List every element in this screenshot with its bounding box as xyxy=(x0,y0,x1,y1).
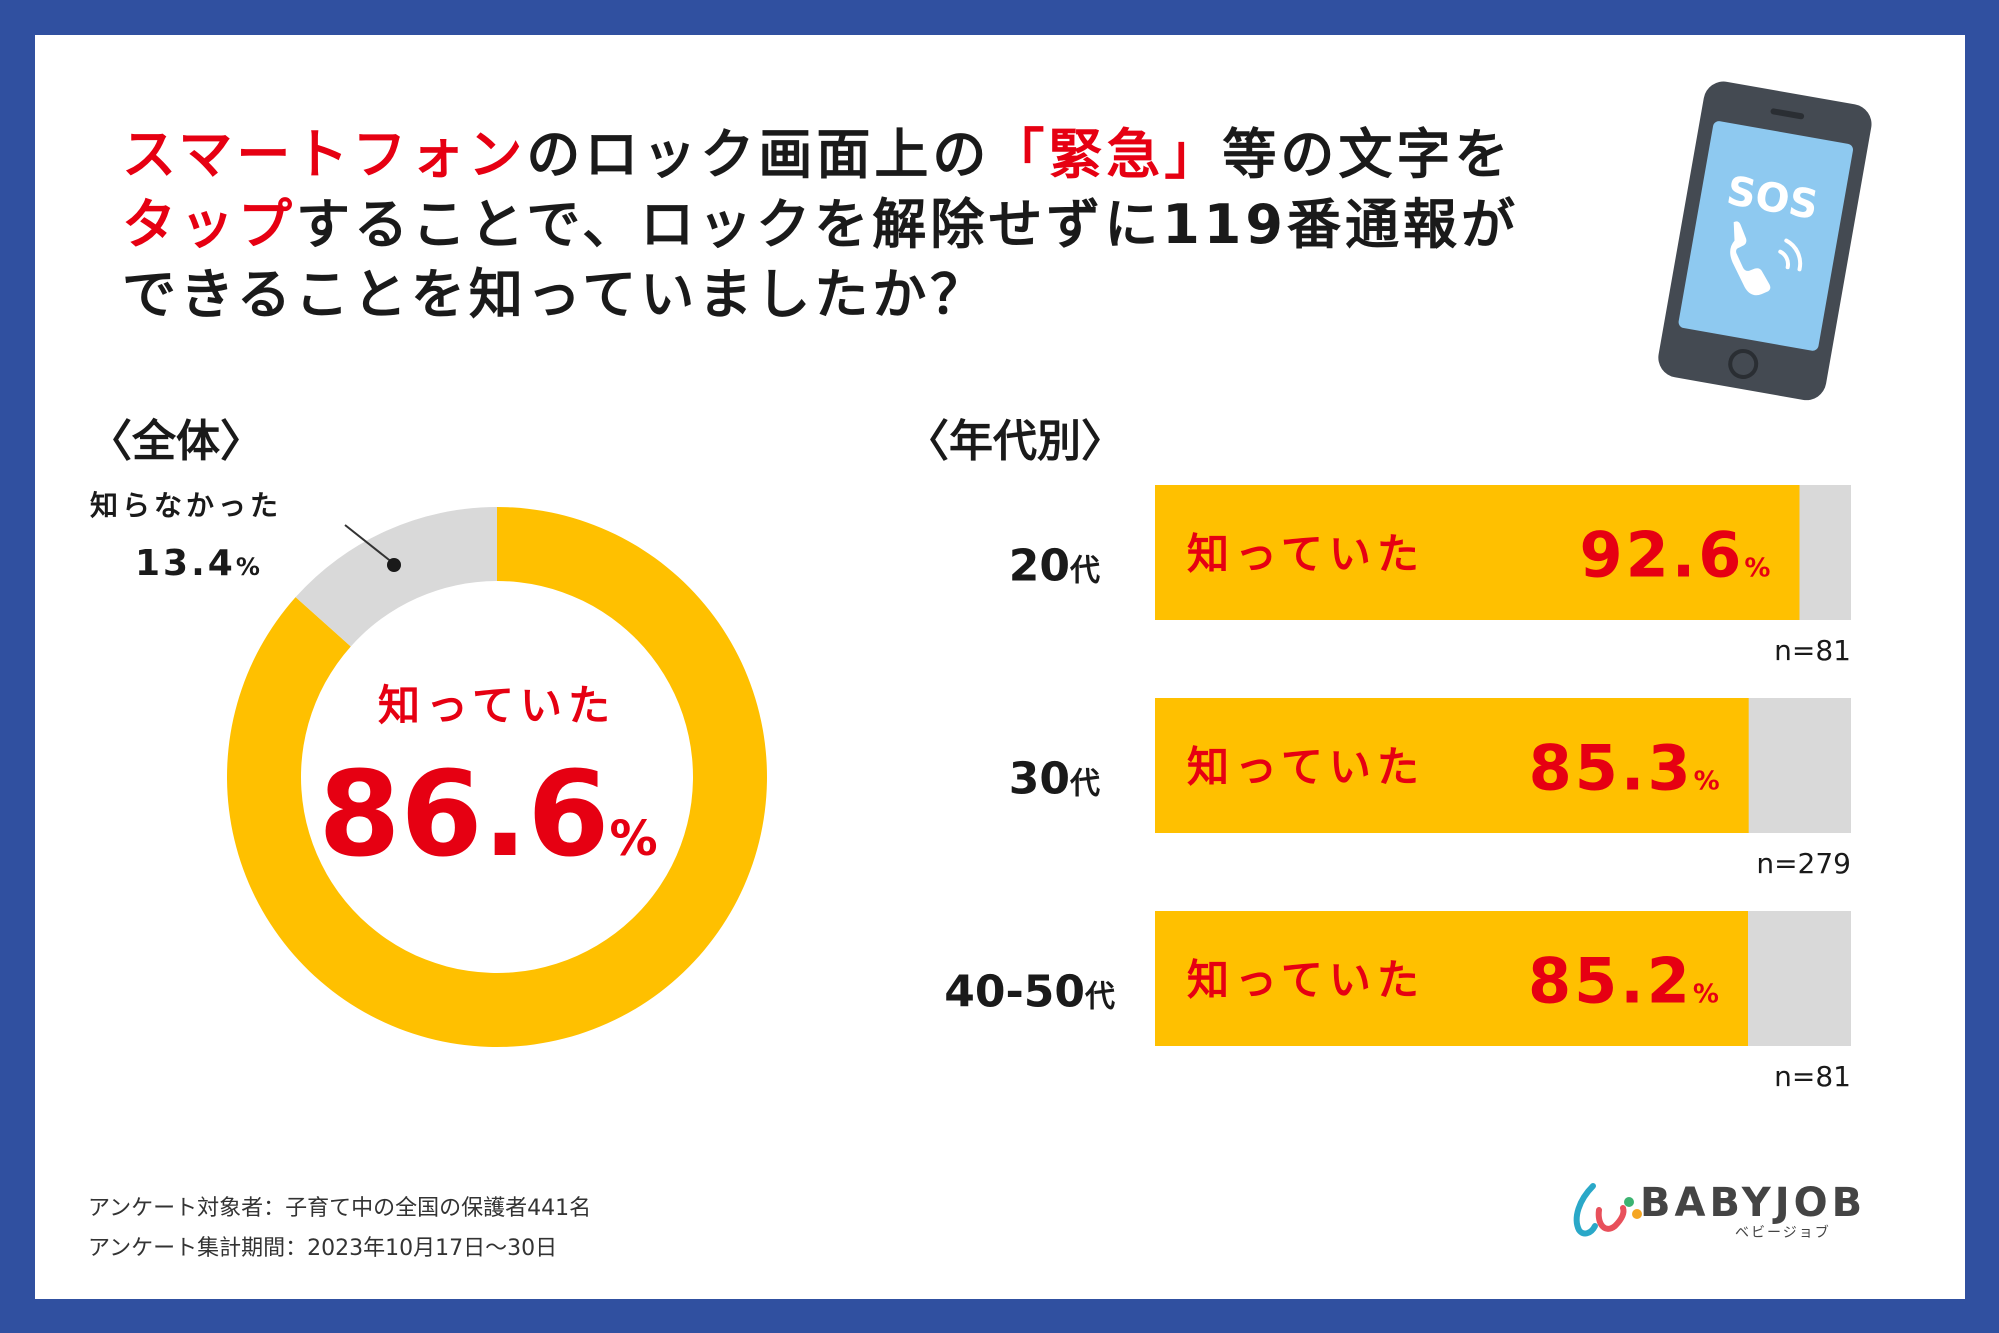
bar-value-label-1: 85.3% xyxy=(1529,732,1723,805)
bar-value-number-2: 85.2 xyxy=(1528,945,1693,1018)
category-label-number-0: 20 xyxy=(1009,541,1070,592)
category-label-unit-1: 代 xyxy=(1069,767,1100,802)
bar-value-label-2: 85.2% xyxy=(1528,945,1722,1018)
survey-target-note: アンケート対象者：子育て中の全国の保護者441名 xyxy=(88,1190,591,1222)
logo-stroke-red xyxy=(1599,1208,1624,1229)
bar-value-unit-2: % xyxy=(1693,980,1722,1010)
age-bar-chart: 20代 知っていた 92.6%n=8130代 知っていた 85.3%n=27940-50… xyxy=(0,0,1999,1333)
category-label-2: 40-50代 xyxy=(944,967,1115,1018)
bar-value-label-0: 92.6% xyxy=(1579,519,1773,592)
sample-size-1: n=279 xyxy=(1756,847,1851,880)
babyjob-logo-text: BABYJOB xyxy=(1640,1180,1866,1226)
category-label-unit-0: 代 xyxy=(1069,554,1100,589)
bar-series-label-1: 知っていた xyxy=(1187,743,1425,792)
logo-dot-green xyxy=(1624,1197,1634,1207)
sample-size-0: n=81 xyxy=(1774,634,1851,667)
category-label-number-1: 30 xyxy=(1009,754,1070,805)
logo-stroke-blue xyxy=(1577,1186,1595,1233)
sample-size-2: n=81 xyxy=(1774,1060,1851,1093)
category-label-0: 20代 xyxy=(1009,541,1100,592)
category-label-number-2: 40-50 xyxy=(944,967,1085,1018)
category-label-unit-2: 代 xyxy=(1084,980,1115,1015)
bar-value-unit-1: % xyxy=(1694,767,1723,797)
bar-series-label-2: 知っていた xyxy=(1187,956,1425,1005)
category-label-1: 30代 xyxy=(1009,754,1100,805)
babyjob-logo-subtext: ベビージョブ xyxy=(1735,1222,1831,1242)
bar-value-number-0: 92.6 xyxy=(1579,519,1744,592)
babyjob-logo-mark xyxy=(1565,1180,1645,1240)
bar-value-number-1: 85.3 xyxy=(1529,732,1694,805)
survey-period-note: アンケート集計期間：2023年10月17日～30日 xyxy=(88,1230,557,1262)
bar-series-label-0: 知っていた xyxy=(1187,530,1425,579)
bar-value-unit-0: % xyxy=(1744,554,1773,584)
